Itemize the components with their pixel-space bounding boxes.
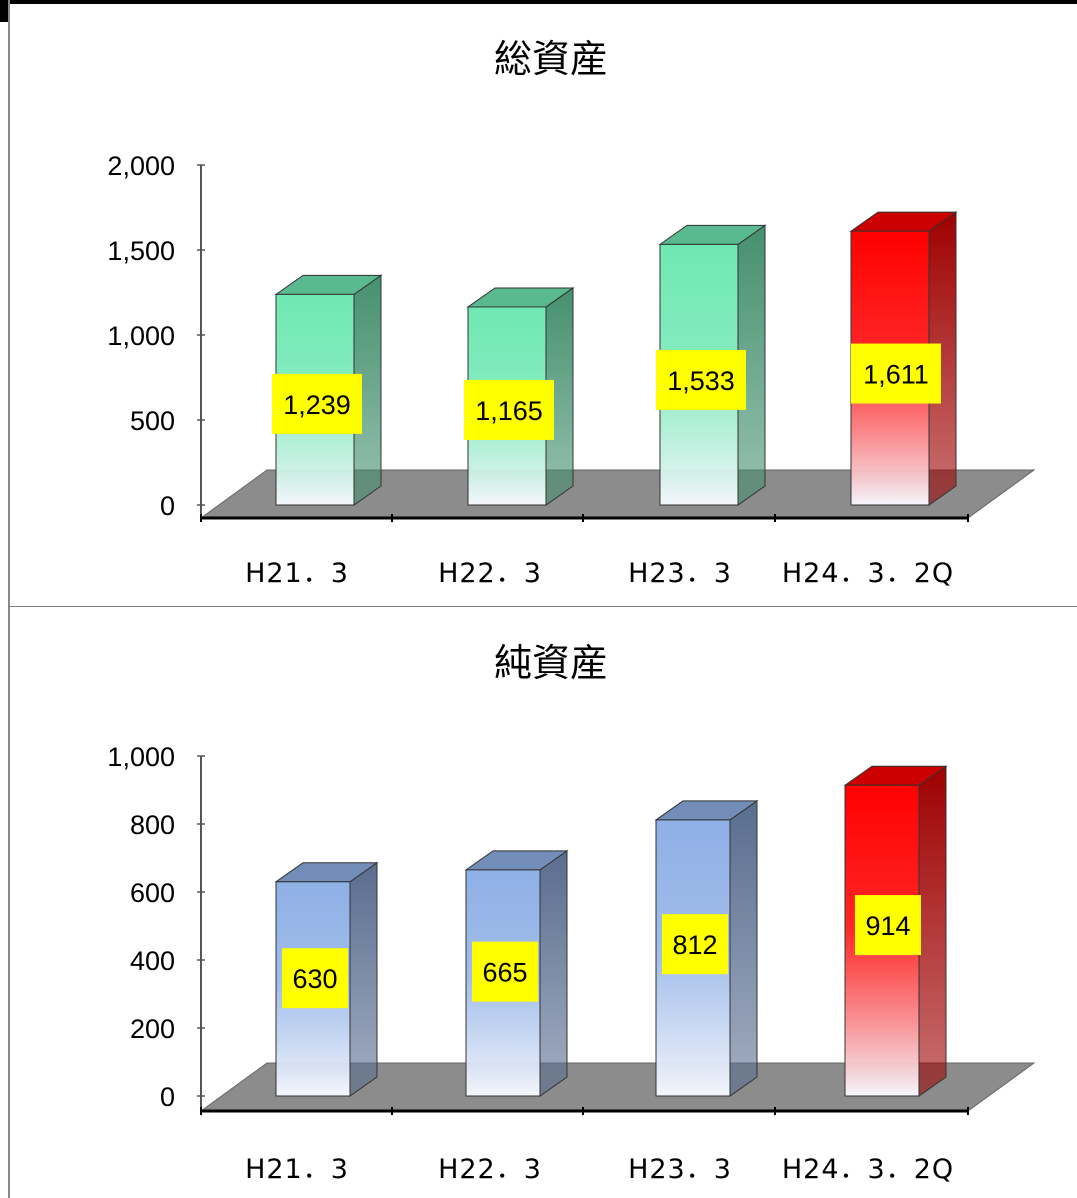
left-border-line xyxy=(8,0,10,1198)
data-label: 630 xyxy=(292,964,337,994)
data-label: 1,165 xyxy=(475,396,543,426)
data-label: 1,239 xyxy=(283,390,351,420)
data-label-bg xyxy=(855,895,921,956)
y-tick-label: 1,500 xyxy=(107,236,175,266)
left-border xyxy=(0,0,9,22)
y-tick-label: 600 xyxy=(130,878,175,908)
data-label-bg xyxy=(272,373,362,434)
bar-side xyxy=(918,765,947,1097)
data-label: 812 xyxy=(672,930,717,960)
x-tick-label: H22．3 xyxy=(438,558,542,589)
bar-side xyxy=(539,849,568,1097)
y-tick-label: 400 xyxy=(130,946,175,976)
top-border xyxy=(0,0,1077,4)
y-tick-label: 1,000 xyxy=(107,321,175,351)
x-tick-label: H24．3．2Q xyxy=(782,1154,954,1185)
data-label: 1,611 xyxy=(863,360,929,390)
y-tick-label: 200 xyxy=(130,1014,175,1044)
y-tick-label: 2,000 xyxy=(107,151,175,181)
y-tick-label: 0 xyxy=(160,1082,175,1112)
data-label-bg xyxy=(851,343,941,404)
data-label-bg xyxy=(472,941,538,1002)
chart-divider xyxy=(8,606,1077,607)
net-assets-chart: 純資産 0 200 400 600 800 1,000 630 H21．3 665 H22．3 812… xyxy=(107,641,1036,1185)
bar-side xyxy=(349,861,378,1097)
data-label-bg xyxy=(464,379,554,440)
x-tick-label: H22．3 xyxy=(438,1154,542,1185)
data-label: 914 xyxy=(865,911,910,941)
chart-title: 純資産 xyxy=(494,641,608,685)
x-tick-label: H24．3．2Q xyxy=(782,558,954,589)
y-tick-label: 800 xyxy=(130,810,175,840)
data-label: 665 xyxy=(482,958,527,988)
x-tick-label: H21．3 xyxy=(245,1154,349,1185)
data-label-bg xyxy=(282,948,348,1009)
x-tick-label: H23．3 xyxy=(628,558,732,589)
chart-title: 総資産 xyxy=(494,37,608,81)
y-tick-label: 1,000 xyxy=(107,742,175,772)
y-tick-label: 500 xyxy=(130,406,175,436)
data-label: 1,533 xyxy=(667,366,735,396)
bar-side xyxy=(729,799,758,1097)
data-label-bg xyxy=(662,914,728,975)
x-tick-label: H23．3 xyxy=(628,1154,732,1185)
total-assets-chart: 総資産 0 500 1,000 1,500 2,000 1,239 H21．3 1,165 H22… xyxy=(107,37,1036,589)
data-label-bg xyxy=(656,349,746,410)
y-tick-label: 0 xyxy=(160,491,175,521)
x-tick-label: H21．3 xyxy=(245,558,349,589)
